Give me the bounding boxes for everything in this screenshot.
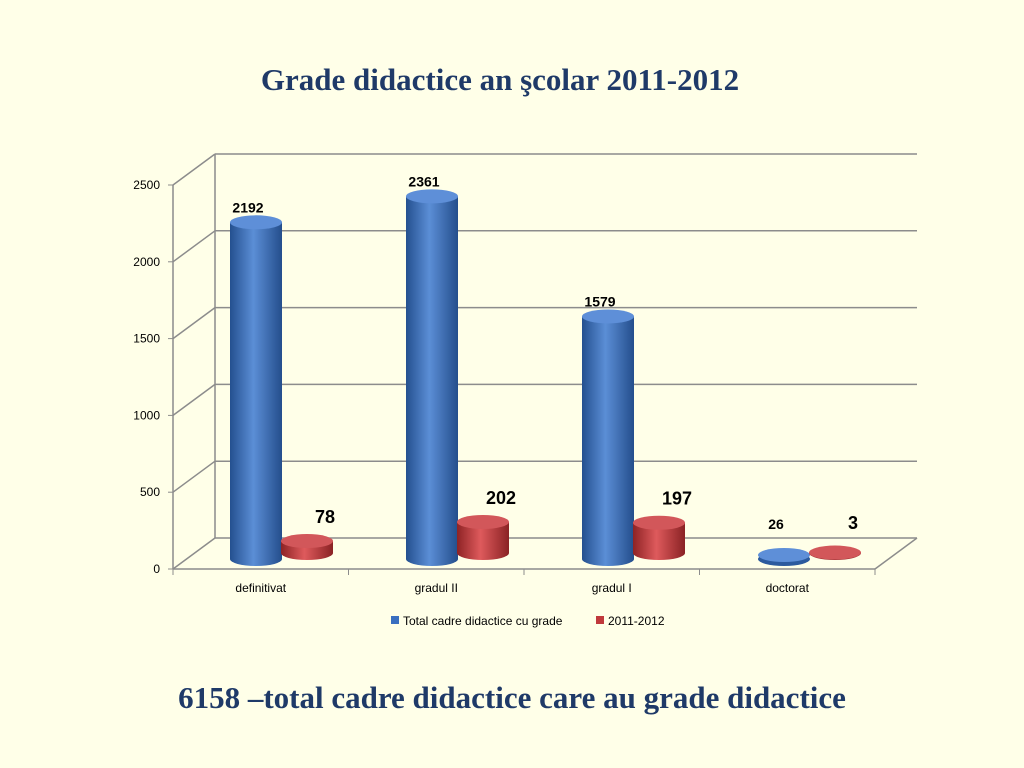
- data-label: 197: [662, 489, 692, 509]
- x-category-label: definitivat: [235, 581, 286, 595]
- legend-swatch: [391, 616, 399, 624]
- legend-label: Total cadre didactice cu grade: [403, 614, 563, 628]
- data-label: 202: [486, 488, 516, 508]
- legend-swatch: [596, 616, 604, 624]
- gridline-diagonal: [172, 153, 216, 186]
- x-category-label: doctorat: [766, 581, 810, 595]
- data-label: 26: [768, 516, 784, 532]
- gridline-diagonal: [172, 306, 216, 340]
- bar-total-top: [758, 548, 810, 563]
- y-tick-label: 2000: [133, 255, 160, 269]
- gridline-diagonal: [172, 460, 216, 493]
- y-tick-label: 500: [140, 485, 160, 499]
- data-label: 3: [848, 513, 858, 533]
- data-label: 2192: [232, 199, 263, 215]
- bar-2011-2012-top: [633, 515, 685, 530]
- bar-2011-2012-top: [281, 534, 333, 549]
- gridline-diagonal: [172, 537, 216, 570]
- x-category-label: gradul II: [415, 581, 458, 595]
- bar-total-top: [230, 215, 282, 230]
- data-label: 1579: [584, 293, 615, 309]
- legend-label: 2011-2012: [608, 614, 665, 628]
- data-label: 78: [315, 507, 335, 527]
- y-tick-label: 0: [153, 562, 160, 576]
- bar-total-top: [582, 309, 634, 324]
- bar-2011-2012-top: [809, 545, 861, 560]
- bar-2011-2012-top: [457, 514, 509, 529]
- bar-total-top: [406, 189, 458, 204]
- y-tick-label: 1500: [133, 332, 160, 346]
- x-category-label: gradul I: [592, 581, 632, 595]
- data-label: 2361: [408, 173, 439, 189]
- bar-total: [406, 196, 458, 566]
- chart-bars: [230, 189, 861, 566]
- chart-legend: Total cadre didactice cu grade 2011-2012: [391, 614, 665, 628]
- gridline-diagonal: [172, 230, 216, 263]
- bar-2011-2012: [457, 521, 509, 560]
- bar-total: [230, 222, 282, 566]
- slide-title: Grade didactice an şcolar 2011-2012: [260, 62, 740, 97]
- y-tick-label: 2500: [133, 178, 160, 192]
- y-tick-label: 1000: [133, 408, 160, 422]
- slide-footer: 6158 –total cadre didactice care au grad…: [178, 680, 846, 715]
- floor-edge: [874, 537, 918, 570]
- chart-labels: 2192 2361 1579 26 78 202 197 3: [232, 173, 858, 533]
- bar-2011-2012: [633, 522, 685, 560]
- chart-axes: 0 500 1000 1500 2000 2500 definitivat gradul II…: [133, 153, 918, 595]
- gridline-diagonal: [172, 383, 216, 417]
- bar-total: [582, 316, 634, 566]
